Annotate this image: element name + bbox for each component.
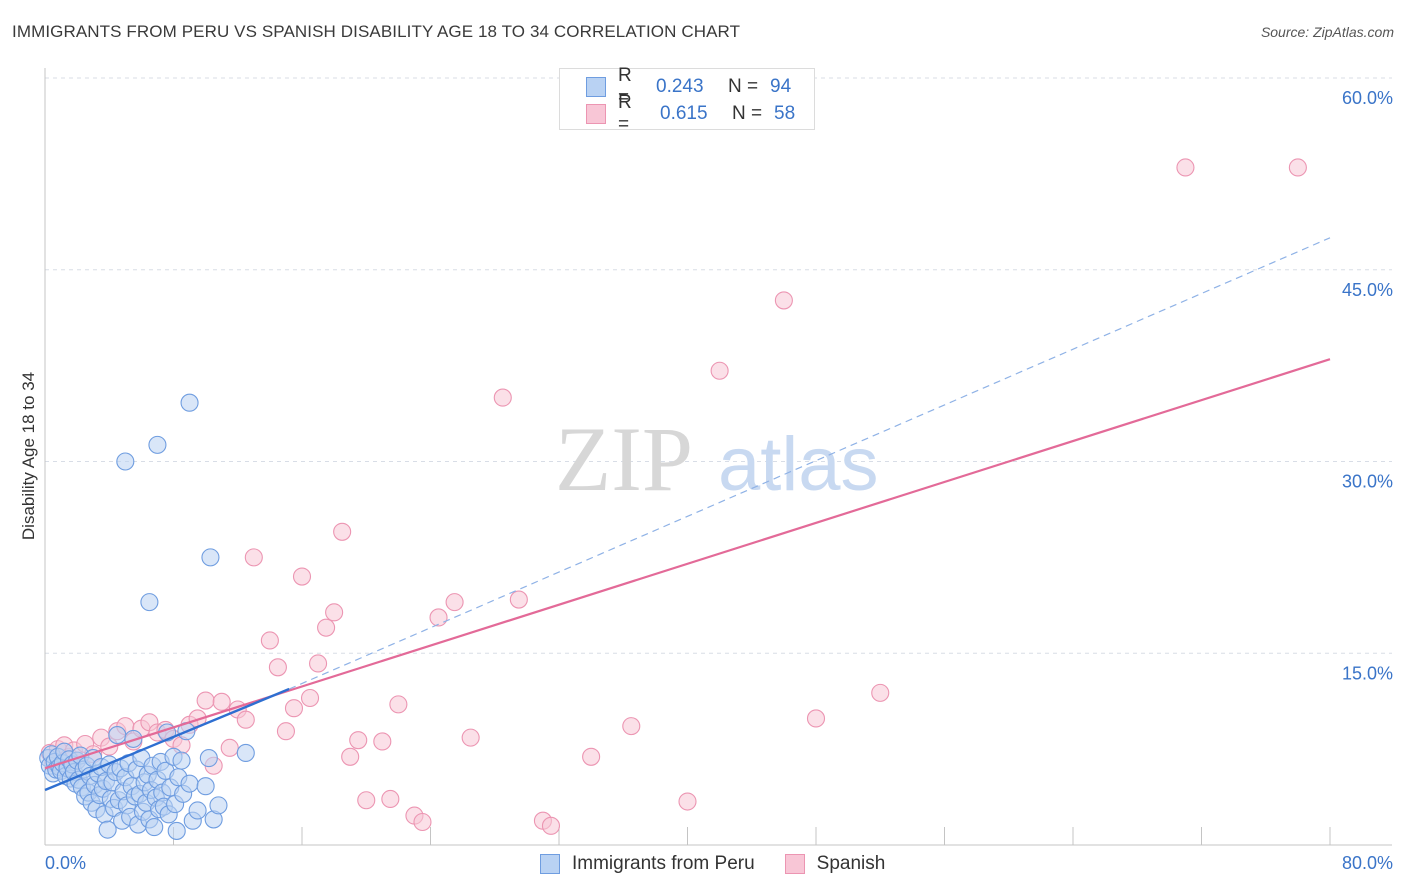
data-point [1288,158,1307,177]
legend-swatch-blue [540,854,560,874]
y-tick-label: 15.0% [1342,663,1393,683]
trend-line-spanish [44,358,1331,770]
data-point [124,729,143,748]
data-point [209,796,228,815]
data-point [429,608,448,627]
data-point [300,688,320,708]
legend-n-label: N = [728,76,759,97]
data-point [188,801,207,820]
y-tick-label: 30.0% [1342,472,1393,492]
data-point [292,567,312,586]
data-point [172,751,191,770]
data-point [284,699,304,718]
legend-item-peru[interactable]: Immigrants from Peru [540,853,755,875]
axes [44,68,1392,846]
data-point [1176,158,1195,177]
series-immigrants-from-peru [39,393,255,840]
data-point [373,732,392,751]
data-point [108,726,127,745]
data-point [871,683,890,702]
legend-swatch-blue [586,77,606,97]
data-point [582,747,601,766]
data-point [774,291,793,310]
data-point [268,658,287,677]
legend-label-peru: Immigrants from Peru [572,853,755,874]
y-tick-label: 45.0% [1342,280,1393,300]
y-tick-label: 60.0% [1342,88,1393,108]
legend-n-value: 94 [770,76,792,97]
data-point [220,738,239,757]
data-point [236,710,255,729]
legend-n-label: N = [732,103,763,124]
x-tick-label: 80.0% [1342,853,1393,873]
data-point [622,717,641,736]
data-point [349,731,368,750]
data-point [98,820,117,839]
legend-row-spanish: R = 0.615 N = 58 [586,92,796,135]
watermark-zip: ZIP [555,408,693,510]
trend-lines [44,237,1331,792]
data-point [317,618,336,637]
legend-n-value: 58 [774,103,796,124]
trend-line-peru-dashed [288,237,1331,690]
data-point [196,691,215,710]
data-point [116,452,135,471]
trend-line-peru [44,687,290,792]
legend-r-value: 0.243 [656,76,704,97]
legend-stats: R = 0.243 N = 94 R = 0.615 N = 58 [559,65,815,135]
data-point [212,692,231,711]
legend-item-spanish[interactable]: Spanish [784,853,886,875]
data-point [196,777,215,796]
data-point [325,603,344,622]
data-point [260,631,279,650]
data-point [678,792,697,811]
data-point [244,548,263,567]
data-point [493,388,512,407]
data-point [145,818,164,837]
data-point [509,590,528,609]
chart-title: IMMIGRANTS FROM PERU VS SPANISH DISABILI… [12,22,741,41]
x-tick-label: 0.0% [45,853,86,873]
data-point [201,548,220,567]
legend-r-label: R = [618,92,632,135]
data-point [148,435,167,454]
chart-source: Source: ZipAtlas.com [1260,24,1394,40]
legend-r-label: R = [618,65,632,108]
data-point [276,722,295,741]
data-point [236,743,255,763]
data-point [357,791,376,810]
legend-row-peru: R = 0.243 N = 94 [586,65,792,108]
y-axis-label: Disability Age 18 to 34 [19,372,38,540]
data-point [413,812,432,832]
data-point [333,522,352,541]
tick-labels: 15.0% 30.0% 45.0% 60.0% 0.0% 80.0% [45,88,1393,873]
data-point [806,709,826,728]
data-point [341,747,360,766]
data-point [180,774,199,793]
data-point [445,593,464,612]
legend-label-spanish: Spanish [816,853,886,874]
data-point [309,654,328,673]
legend-series: Immigrants from Peru Spanish [540,852,915,876]
data-point [710,361,729,380]
data-point [199,749,218,768]
data-point [167,821,186,840]
legend-r-value: 0.615 [660,103,708,124]
data-point [389,695,408,714]
data-point [140,593,159,612]
legend-swatch-pink [586,104,606,124]
data-point [461,728,480,747]
data-point [541,816,561,835]
data-point [381,789,400,809]
watermark-atlas: atlas [718,422,879,507]
legend-swatch-pink [784,854,805,874]
watermark: ZIP atlas [555,408,879,510]
data-point [180,393,199,412]
